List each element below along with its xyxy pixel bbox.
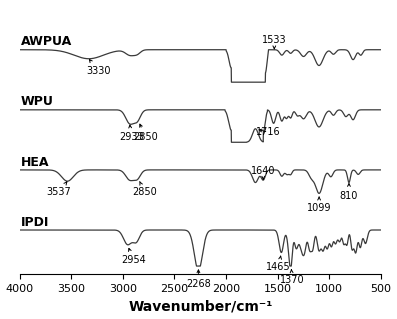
- Text: 1465: 1465: [266, 256, 291, 272]
- X-axis label: Wavenumber/cm⁻¹: Wavenumber/cm⁻¹: [128, 300, 272, 314]
- Text: 810: 810: [340, 184, 358, 201]
- Text: 3330: 3330: [86, 60, 110, 76]
- Text: AWPUA: AWPUA: [21, 35, 72, 48]
- Text: 3537: 3537: [46, 182, 71, 197]
- Text: WPU: WPU: [21, 95, 54, 108]
- Text: 1099: 1099: [307, 197, 331, 213]
- Text: 2268: 2268: [186, 270, 211, 289]
- Text: 2954: 2954: [121, 249, 146, 265]
- Text: 1533: 1533: [262, 35, 287, 49]
- Text: 1370: 1370: [280, 270, 304, 286]
- Text: 1716: 1716: [256, 127, 281, 137]
- Text: 2850: 2850: [133, 124, 158, 143]
- Text: HEA: HEA: [21, 156, 49, 168]
- Text: 2850: 2850: [132, 182, 157, 197]
- Text: 2933: 2933: [119, 125, 143, 142]
- Text: IPDI: IPDI: [21, 216, 49, 229]
- Text: 1640: 1640: [251, 166, 276, 179]
